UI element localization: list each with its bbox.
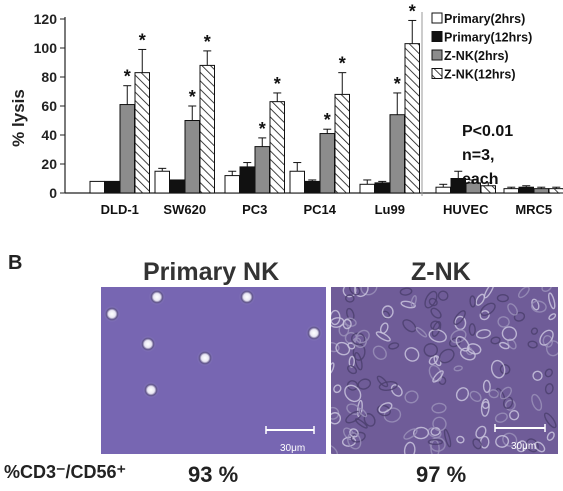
legend-swatch: [431, 12, 443, 24]
legend-label: Primary(2hrs): [444, 12, 525, 26]
bar-gray-dld-1: [119, 104, 135, 194]
legend-swatch: [431, 49, 443, 61]
bar-black-pc14: [304, 180, 320, 194]
bar-white-lu99: [359, 183, 375, 194]
significance-star: *: [124, 67, 131, 87]
bar-black-dld-1: [104, 180, 120, 194]
significance-annotation: P<0.01 n=3, each: [462, 123, 513, 188]
z-nk-micrograph: 30μm: [331, 287, 558, 454]
x-tick-label: SW620: [163, 202, 206, 217]
bar-black-sw620: [169, 179, 185, 194]
annotation-line: each: [462, 171, 498, 188]
bar-group: * * * * * * * * * *: [89, 1, 563, 194]
bar-hatched-lu99: [404, 43, 420, 194]
annotation-line: n=3,: [462, 147, 494, 164]
bar-gray-pc14: [319, 133, 335, 194]
legend-label: Primary(12hrs): [444, 31, 532, 45]
x-tick-label: DLD-1: [101, 202, 139, 217]
bar-hatched-dld-1: [134, 72, 150, 194]
cd3-cd56-label: %CD3⁻/CD56⁺: [4, 462, 127, 482]
x-tick-label: MRC5: [515, 202, 552, 217]
bar-white-sw620: [154, 170, 170, 194]
primary-nk-percent: 93 %: [188, 462, 239, 487]
bar-hatched-pc14: [334, 93, 350, 194]
y-tick-label: 80: [41, 69, 57, 85]
bar-gray-pc3: [254, 146, 270, 194]
legend-swatch: [431, 68, 443, 79]
significance-star: *: [324, 110, 331, 130]
x-tick-label: PC14: [303, 202, 336, 217]
primary-nk-title: Primary NK: [143, 258, 280, 286]
legend-swatch: [431, 31, 443, 42]
lysis-bar-chart: % lysis 0 20 40 60 80 100 120 * * * * * * * * * * DLD-1…: [9, 1, 563, 217]
bar-hatched-pc3: [269, 101, 285, 194]
z-nk-title: Z-NK: [411, 258, 471, 286]
significance-star: *: [409, 1, 416, 21]
significance-star: *: [339, 54, 346, 74]
legend-label: Z-NK(12hrs): [444, 68, 516, 82]
y-tick-label: 40: [41, 127, 57, 143]
x-tick-label: HUVEC: [443, 202, 489, 217]
scale-bar-label: 30μm: [511, 441, 536, 452]
bar-black-pc3: [239, 166, 255, 194]
significance-star: *: [189, 87, 196, 107]
x-tick-label: Lu99: [375, 202, 405, 217]
annotation-line: P<0.01: [462, 123, 513, 140]
bar-gray-mrc5: [533, 188, 549, 194]
primary-nk-micrograph: 30μm: [101, 287, 326, 454]
bar-black-lu99: [374, 182, 390, 194]
bar-white-huvec: [435, 186, 451, 194]
bar-white-mrc5: [503, 188, 519, 194]
bar-hatched-sw620: [199, 64, 215, 194]
bar-gray-sw620: [184, 120, 200, 194]
bar-black-mrc5: [518, 186, 534, 194]
x-axis-labels: DLD-1 SW620 PC3 PC14 Lu99 HUVEC MRC5: [101, 202, 553, 217]
y-tick-label: 20: [41, 156, 57, 172]
y-tick-label: 60: [41, 98, 57, 114]
significance-star: *: [394, 74, 401, 94]
legend-label: Z-NK(2hrs): [444, 49, 509, 63]
significance-star: *: [259, 119, 266, 139]
y-tick-label: 100: [34, 40, 58, 56]
bar-white-pc3: [224, 175, 240, 194]
significance-star: *: [204, 32, 211, 52]
bar-gray-lu99: [389, 114, 405, 194]
significance-star: *: [139, 30, 146, 50]
legend: Primary(2hrs) Primary(12hrs) Z-NK(2hrs) Z-N…: [431, 12, 532, 82]
scale-bar-label: 30μm: [280, 443, 305, 454]
y-tick-label: 120: [34, 11, 58, 27]
z-nk-percent: 97 %: [416, 462, 467, 487]
significance-star: *: [274, 74, 281, 94]
x-tick-label: PC3: [242, 202, 267, 217]
y-axis-label: % lysis: [9, 89, 28, 147]
bar-white-dld-1: [89, 180, 105, 194]
bar-white-pc14: [289, 170, 305, 194]
panel-letter: B: [8, 252, 23, 274]
bar-hatched-mrc5: [548, 188, 563, 194]
y-tick-label: 0: [49, 185, 57, 201]
